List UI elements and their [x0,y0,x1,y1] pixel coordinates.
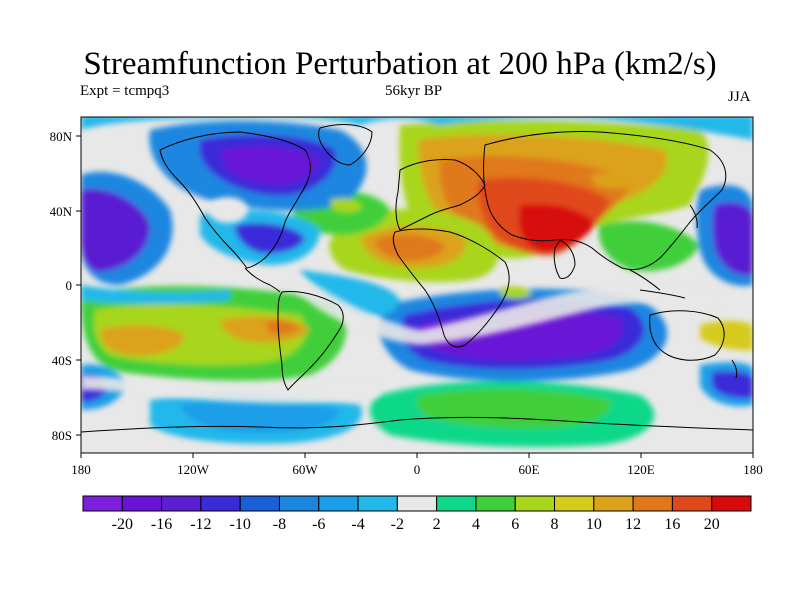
colorbar-swatch [318,495,359,512]
y-tick-label: 80N [50,129,73,144]
period-label: 56kyr BP [385,83,443,99]
colorbar-label: 10 [586,516,602,533]
x-tick-label: 120W [177,462,210,477]
x-tick-label: 0 [414,462,421,477]
colorbar: -20 -16 -12 -10 -8 -6 -4 -2 2 4 6 8 10 12 16 20 [82,495,752,533]
colorbar-swatch [475,495,516,512]
experiment-label: Expt = tcmpq3 [80,83,170,99]
colorbar-label: 12 [625,516,641,533]
x-tick-label: 180 [743,462,763,477]
coastlines [81,124,753,433]
colorbar-label: -16 [151,516,172,533]
colorbar-label: 6 [511,516,519,533]
colorbar-swatch [161,495,202,512]
colorbar-label: -8 [273,516,286,533]
colorbar-swatch [436,495,477,512]
colorbar-swatch [396,495,438,512]
x-tick-label: 180 [71,462,91,477]
colorbar-swatch [593,495,634,512]
colorbar-swatch [711,495,752,512]
colorbar-label: -12 [190,516,211,533]
colorbar-label: -4 [351,516,364,533]
tick-marks [76,135,754,458]
colorbar-swatch [121,495,163,512]
colorbar-label: 4 [472,516,480,533]
colorbar-swatch [200,495,241,512]
colorbar-swatch [514,495,556,512]
season-label: JJA [728,89,751,105]
map-title: Streamfunction Perturbation at 200 hPa (… [83,46,717,82]
colorbar-label: 8 [551,516,559,533]
colorbar-swatch [82,495,123,512]
x-tick-label: 60W [292,462,318,477]
y-tick-label: 40S [52,353,72,368]
colorbar-label: 20 [704,516,720,533]
colorbar-label: -10 [230,516,251,533]
y-tick-label: 80S [52,428,72,443]
colorbar-swatch [357,495,398,512]
colorbar-label: -20 [112,516,133,533]
colorbar-label: -2 [391,516,404,533]
colorbar-label: 16 [664,516,680,533]
y-tick-label: 0 [66,278,73,293]
colorbar-swatch [239,495,280,512]
x-tick-label: 60E [519,462,540,477]
x-tick-label: 120E [627,462,655,477]
colorbar-swatch [278,495,320,512]
colorbar-label: 2 [433,516,441,533]
colorbar-label: -6 [312,516,325,533]
contour-field [81,117,753,453]
y-tick-label: 40N [50,204,73,219]
colorbar-swatch [632,495,673,512]
colorbar-swatch [671,495,713,512]
colorbar-swatch [554,495,595,512]
